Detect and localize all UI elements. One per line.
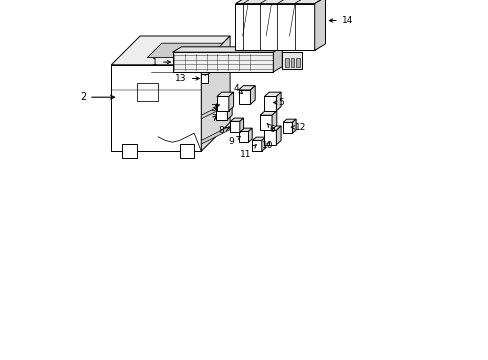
Text: 12: 12 [291,123,305,132]
Polygon shape [111,36,230,65]
Polygon shape [201,101,230,119]
Polygon shape [235,4,314,50]
Polygon shape [230,121,239,132]
Polygon shape [273,47,282,72]
Polygon shape [239,118,243,132]
Polygon shape [264,92,281,96]
Polygon shape [235,0,325,4]
Polygon shape [283,119,296,122]
Polygon shape [215,105,227,120]
Polygon shape [215,101,232,105]
FancyBboxPatch shape [290,58,294,67]
Text: 10: 10 [262,141,273,150]
Polygon shape [201,36,230,151]
Polygon shape [239,131,248,142]
Polygon shape [248,128,252,142]
Polygon shape [122,144,136,158]
FancyBboxPatch shape [285,58,288,67]
Polygon shape [217,92,233,96]
Polygon shape [217,96,228,111]
Text: 3: 3 [210,104,219,113]
Polygon shape [230,118,243,121]
Polygon shape [292,119,296,133]
Text: 1: 1 [152,58,170,67]
Polygon shape [276,126,281,145]
Polygon shape [260,111,276,115]
Text: 11: 11 [239,145,256,159]
Polygon shape [264,130,276,145]
Polygon shape [264,126,281,130]
Polygon shape [271,111,276,130]
Text: 5: 5 [273,98,283,107]
Polygon shape [250,86,255,104]
Polygon shape [172,47,282,52]
FancyBboxPatch shape [295,58,299,67]
Polygon shape [261,137,265,151]
Polygon shape [314,0,325,50]
Polygon shape [276,92,281,111]
FancyBboxPatch shape [172,52,273,72]
Polygon shape [238,90,250,104]
Polygon shape [238,86,255,90]
Polygon shape [227,101,232,120]
Text: 7: 7 [211,114,216,122]
Polygon shape [201,126,230,144]
Text: 6: 6 [266,123,275,134]
Polygon shape [179,144,194,158]
FancyBboxPatch shape [282,52,302,69]
Polygon shape [239,128,252,131]
Text: 14: 14 [329,16,352,25]
Polygon shape [264,96,276,111]
Polygon shape [228,92,233,111]
Polygon shape [252,137,265,140]
Polygon shape [260,115,271,130]
Text: 13: 13 [175,74,199,83]
Polygon shape [111,65,201,151]
Text: 4: 4 [233,84,242,94]
Text: 9: 9 [228,136,240,146]
Polygon shape [147,43,223,58]
Polygon shape [252,140,261,151]
Polygon shape [201,74,208,83]
Polygon shape [283,122,292,133]
Text: 2: 2 [80,92,114,102]
Text: 8: 8 [218,126,229,135]
